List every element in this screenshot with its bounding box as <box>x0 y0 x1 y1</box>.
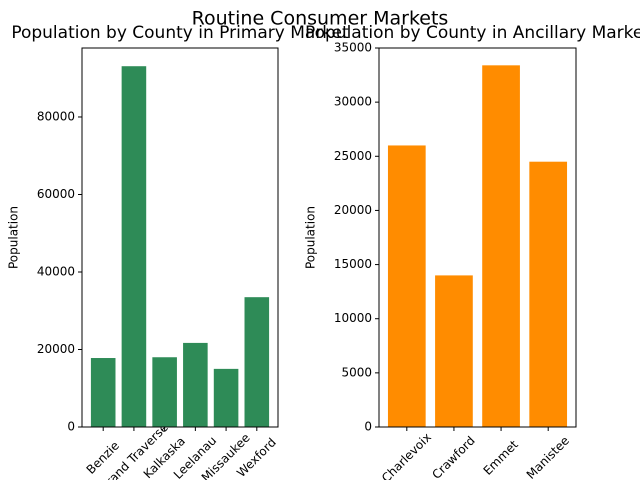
bar <box>213 368 239 427</box>
y-tick-label: 15000 <box>334 257 372 271</box>
y-tick-label: 20000 <box>334 203 372 217</box>
subplot-title: Population by County in Ancillary Market <box>305 23 640 43</box>
bar <box>121 66 147 428</box>
y-tick-label: 10000 <box>334 311 372 325</box>
axes-frame <box>378 47 577 428</box>
y-tick-label: 40000 <box>37 264 75 278</box>
y-axis-label: Population <box>304 206 318 269</box>
x-tick-label: Crawford <box>429 433 477 480</box>
x-tick-label: Charlevoix <box>379 430 434 480</box>
figure-title: Routine Consumer Markets <box>192 8 449 30</box>
y-tick-label: 0 <box>67 420 75 434</box>
y-tick-label: 20000 <box>37 342 75 356</box>
y-axis-label: Population <box>7 206 21 269</box>
y-tick-label: 35000 <box>334 41 372 55</box>
bar <box>244 297 270 427</box>
bar <box>152 357 177 427</box>
bar <box>529 161 568 427</box>
bar <box>435 275 473 427</box>
y-tick-label: 30000 <box>334 95 372 109</box>
y-tick-label: 25000 <box>334 149 372 163</box>
y-tick-label: 80000 <box>37 109 75 123</box>
y-tick-label: 0 <box>364 420 372 434</box>
bar <box>482 65 520 427</box>
x-tick-label: Emmet <box>481 437 522 478</box>
bar <box>183 342 208 427</box>
y-tick-label: 60000 <box>37 187 75 201</box>
bar <box>90 358 116 427</box>
axes-frame <box>81 47 279 428</box>
y-tick-label: 5000 <box>341 365 372 379</box>
x-tick-label: Manistee <box>524 433 572 480</box>
subplot-title: Population by County in Primary Market <box>11 23 349 43</box>
bar <box>387 145 426 427</box>
